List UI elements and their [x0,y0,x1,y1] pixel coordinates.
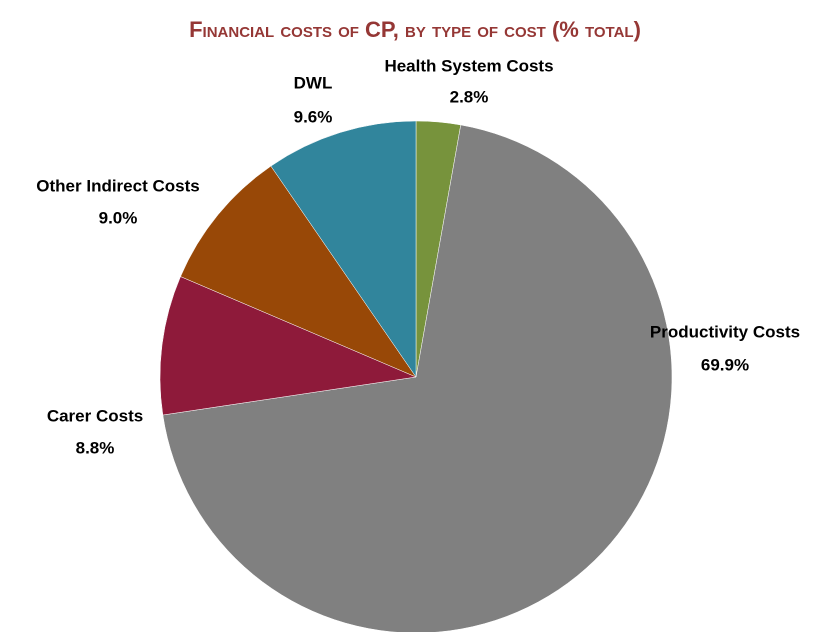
chart-title: Financial costs of CP, by type of cost (… [189,17,641,42]
pie-slice [270,120,417,378]
pie-slice [159,276,417,416]
slice-label: Carer Costs [47,406,143,425]
pie-slice [162,124,673,632]
value-label: 9.0% [99,208,138,227]
value-label: 2.8% [450,87,489,106]
value-label: 8.8% [76,438,115,457]
slice-label: Other Indirect Costs [36,176,199,195]
slice-label: Health System Costs [384,56,553,75]
slice-label: Productivity Costs [650,322,800,341]
value-label: 69.9% [701,355,749,374]
value-label: 9.6% [294,107,333,126]
pie-slice [180,165,417,378]
slice-label: DWL [294,73,333,92]
